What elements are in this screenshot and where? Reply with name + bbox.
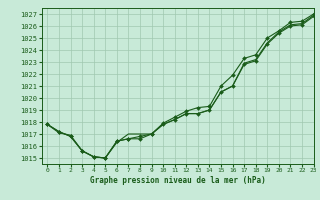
X-axis label: Graphe pression niveau de la mer (hPa): Graphe pression niveau de la mer (hPa) bbox=[90, 176, 266, 185]
